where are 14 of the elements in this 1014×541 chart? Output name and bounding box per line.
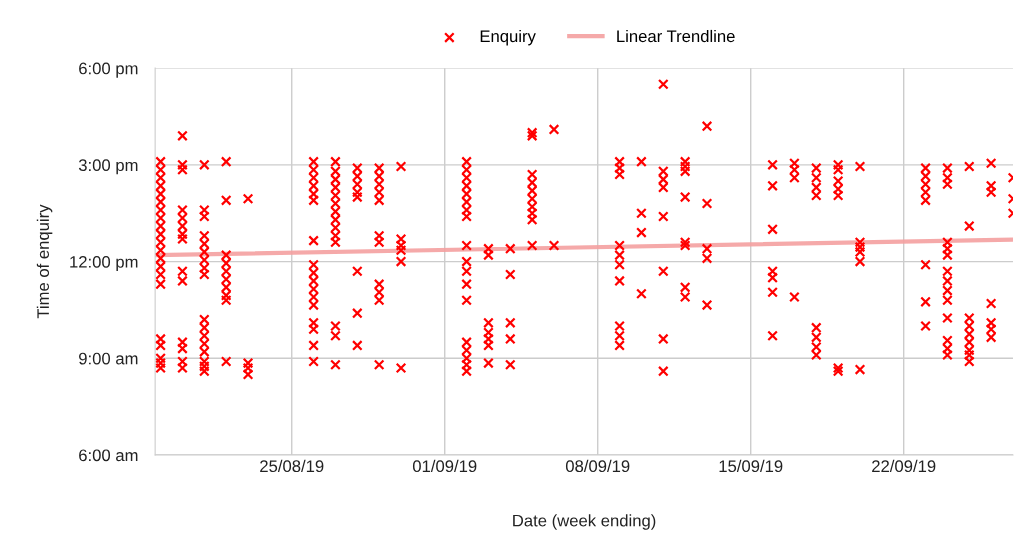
x-tick-label: 22/09/19 — [872, 459, 936, 473]
legend-label: Enquiry — [480, 29, 536, 46]
y-axis-title: Time of enquiry — [36, 204, 53, 319]
x-tick-label: 15/09/19 — [719, 459, 783, 473]
y-tick-label: 6:00 am — [79, 449, 138, 462]
legend-label: Linear Trendline — [617, 29, 735, 43]
x-tick-label: 25/08/19 — [260, 459, 324, 473]
y-tick-label: 3:00 pm — [78, 159, 138, 175]
x-tick-label: 01/09/19 — [412, 459, 477, 473]
x-axis-title: Date (week ending) — [513, 514, 656, 530]
x-tick-label: 08/09/19 — [565, 459, 630, 473]
y-tick-label: 9:00 am — [79, 352, 138, 365]
y-tick-label: 12:00 pm — [70, 255, 138, 272]
y-tick-label: 6:00 pm — [79, 62, 138, 78]
